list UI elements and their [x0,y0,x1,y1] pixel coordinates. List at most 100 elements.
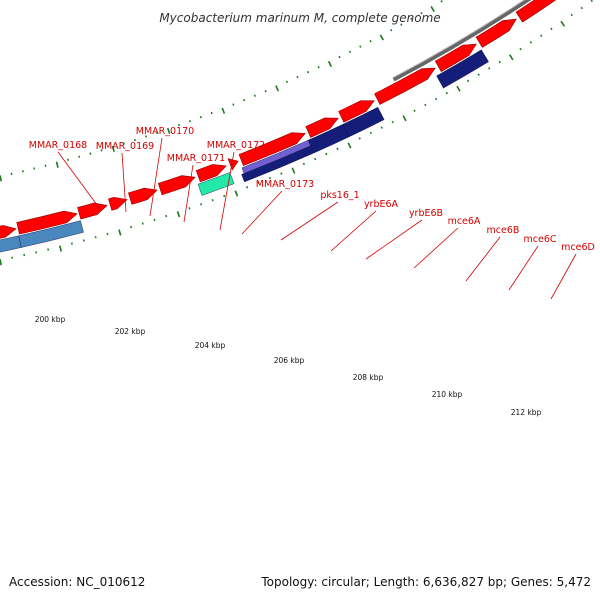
cds-arrow [77,202,108,220]
gene-label: MMAR_0173 [256,179,314,190]
scale-tick-minor [232,103,235,106]
outer-tick-minor [413,109,416,112]
outer-tick-major [118,229,122,236]
outer-tick-minor [106,232,109,236]
cds-arrow [338,100,375,123]
outer-tick-minor [466,79,470,83]
cds-arrow [128,187,158,205]
outer-tick-minor [445,91,448,95]
scale-tick-minor [285,80,289,84]
scale-tick-minor [338,55,341,59]
outer-tick-major [456,85,461,92]
outer-tick-minor [302,162,305,166]
gene-leader-line [413,227,459,269]
cds-arrow [434,43,477,72]
gene-leader-line [465,236,501,282]
gene-label: mce6C [524,234,557,245]
scale-tick-major [430,6,435,13]
scale-ticks-track [0,0,443,182]
outer-tick-minor [540,34,543,37]
outer-tick-minor [488,67,491,70]
scale-tick-minor [210,111,213,115]
outer-tick-minor [141,222,144,225]
outer-tick-minor [391,120,394,124]
scale-tick-minor [243,98,246,102]
scale-label: 208 kbp [353,373,384,382]
cds-arrow [195,164,227,183]
gene-label: MMAR_0170 [136,126,194,137]
gene-label: MMAR_0171 [167,153,225,164]
gene-label-leaders [57,137,577,300]
outer-tick-minor [424,103,427,107]
outer-tick-minor [165,214,168,218]
scale-tick-minor [188,119,191,123]
gene-label: MMAR_0168 [29,140,87,151]
backbone-shadow [392,0,526,79]
scale-tick-minor [410,17,413,21]
feature-navy-box [342,106,385,138]
cds-arrow [16,210,78,235]
outer-tick-minor [257,181,260,184]
gene-label: pks16_1 [320,190,359,201]
cds-arrow [475,18,517,48]
gene-leader-line [219,151,235,231]
scale-tick-minor [369,39,372,43]
scale-tick-minor [348,50,352,54]
outer-tick-major [291,167,296,174]
outer-tick-minor [498,60,501,64]
scale-tick-minor [133,138,136,142]
gene-leader-line [330,210,377,252]
outer-tick-minor [223,194,226,198]
outer-tick-minor [529,41,533,44]
scale-tick-minor [100,149,103,152]
scale-tick-major [221,107,226,114]
outer-tick-minor [519,47,522,51]
outer-ticks-track [0,0,593,266]
scale-tick-minor [264,89,267,93]
feature-steelblue-box [18,220,84,248]
outer-tick-minor [94,236,97,239]
scale-tick-minor [306,70,310,74]
outer-tick-major [0,259,3,266]
outer-tick-minor [380,126,383,129]
scale-tick-major [55,161,59,168]
outer-tick-minor [434,97,438,101]
outer-tick-minor [358,137,361,140]
cds-track [0,0,557,239]
feature-navy-box [436,49,489,89]
outer-tick-minor [477,73,480,76]
cds-arrow [305,117,339,138]
outer-tick-minor [580,6,583,10]
cds-arrow [515,0,557,23]
scale-tick-minor [389,28,393,32]
scale-tick-major [379,34,384,41]
cds-arrow [374,67,436,105]
outer-tick-minor [130,225,133,229]
outer-tick-minor [211,198,214,202]
scale-tick-major [275,85,280,92]
outer-tick-minor [200,203,203,206]
outer-tick-minor [280,172,283,175]
gene-leader-line [121,152,127,213]
scale-tick-minor [296,75,299,79]
outer-tick-major [234,190,239,197]
feature-teal-box [197,172,235,196]
outer-tick-minor [550,27,553,31]
outer-tick-minor [153,218,156,222]
scale-label: 210 kbp [432,390,463,399]
scale-tick-major [111,145,115,153]
outer-tick-minor [82,239,85,242]
gene-leader-line [57,151,101,210]
scale-tick-minor [420,11,423,15]
cds-arrow [108,196,128,211]
scale-tick-minor [177,123,181,127]
gene-label: mce6D [561,242,595,253]
outer-tick-minor [369,131,372,135]
gene-leader-line [508,245,539,291]
outer-tick-major [508,54,514,61]
scale-tick-minor [122,142,125,145]
feature-steelblue-box [0,235,22,253]
gene-leader-line [183,164,194,223]
scale-label: 212 kbp [511,408,542,417]
